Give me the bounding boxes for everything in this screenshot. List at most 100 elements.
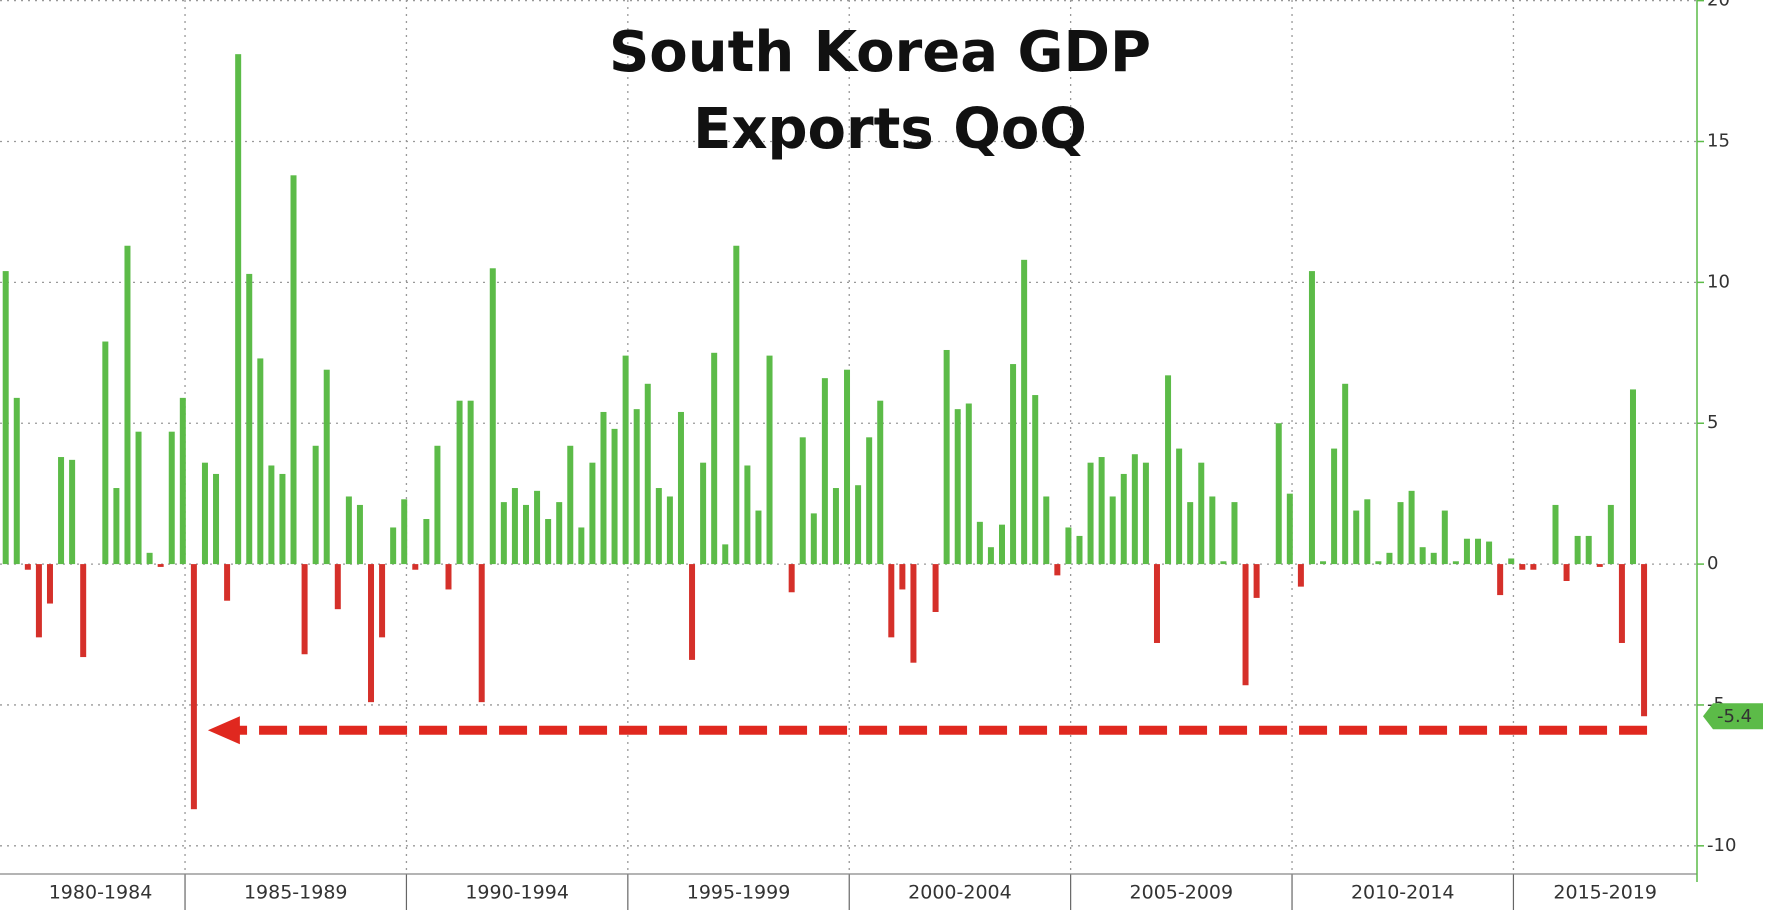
bar	[1176, 448, 1183, 565]
bar	[2, 271, 9, 565]
bar	[1530, 564, 1537, 570]
bar	[113, 488, 120, 565]
bar	[954, 409, 961, 565]
bar	[445, 564, 452, 590]
bar	[301, 564, 308, 655]
bar	[799, 437, 806, 565]
bar	[235, 54, 242, 565]
bar	[1353, 510, 1360, 565]
y-tick-label: 20	[1707, 0, 1730, 11]
bar	[534, 490, 541, 565]
bar	[733, 245, 740, 565]
bar	[1452, 561, 1459, 565]
y-tick-label: -10	[1707, 835, 1736, 856]
bar	[1153, 564, 1160, 643]
bar	[932, 564, 939, 612]
bar	[69, 459, 76, 565]
bar	[1486, 541, 1493, 565]
bar	[1441, 510, 1448, 565]
bar	[1607, 504, 1614, 565]
bar	[1187, 502, 1194, 565]
bar	[788, 564, 795, 593]
bar	[412, 564, 419, 570]
bar	[1032, 395, 1039, 565]
bar	[844, 369, 851, 565]
bar	[855, 485, 862, 565]
bar	[334, 564, 341, 610]
bar	[312, 445, 319, 565]
bar	[910, 564, 917, 663]
bar	[102, 341, 109, 565]
x-tick-label: 2010-2014	[1351, 882, 1455, 904]
chart-title: Exports QoQ	[693, 97, 1087, 162]
bar	[401, 499, 408, 565]
bar	[1275, 423, 1282, 565]
bar	[711, 352, 718, 565]
bar	[821, 378, 828, 565]
bar	[1308, 271, 1315, 565]
bar	[1596, 564, 1603, 567]
bar	[58, 457, 65, 565]
bar	[1320, 561, 1327, 565]
bar	[744, 465, 751, 565]
bar	[644, 383, 651, 565]
bar	[24, 564, 31, 570]
bar	[1563, 564, 1570, 581]
bar	[1010, 364, 1017, 565]
bar	[1209, 496, 1216, 565]
bar	[1497, 564, 1504, 596]
last-value-box	[1703, 703, 1763, 730]
bar	[423, 519, 430, 565]
bar	[268, 465, 275, 565]
bar	[390, 527, 397, 565]
bar	[124, 245, 131, 565]
bar	[168, 431, 175, 565]
bar	[976, 521, 983, 565]
bar	[190, 564, 197, 810]
bar	[80, 564, 87, 658]
bar	[46, 564, 53, 604]
bar	[877, 400, 884, 565]
x-tick-label: 1985-1989	[244, 882, 348, 904]
bar	[246, 273, 253, 565]
bar	[1574, 535, 1581, 565]
bar	[1430, 552, 1437, 565]
bar	[832, 488, 839, 565]
bar	[1386, 552, 1393, 565]
bar	[345, 496, 352, 565]
chart-title: South Korea GDP	[609, 20, 1151, 85]
bar	[1463, 538, 1470, 565]
bar	[755, 510, 762, 565]
bar	[578, 527, 585, 565]
bar	[666, 496, 673, 565]
bar	[677, 411, 684, 565]
bar	[1198, 462, 1205, 565]
bar	[1087, 462, 1094, 565]
bar	[1142, 462, 1149, 565]
bar	[1408, 490, 1415, 565]
bar	[1297, 564, 1304, 587]
x-tick-label: 1990-1994	[465, 882, 569, 904]
bar	[1364, 499, 1371, 565]
bar	[633, 409, 640, 565]
bar	[257, 358, 264, 565]
bar	[600, 411, 607, 565]
bar	[1286, 493, 1293, 565]
y-tick-label: 0	[1707, 553, 1718, 574]
bar	[456, 400, 463, 565]
bar	[899, 564, 906, 590]
bar	[567, 445, 574, 565]
bar	[500, 502, 507, 565]
bar	[766, 355, 773, 565]
bar	[888, 564, 895, 638]
bar	[157, 564, 164, 567]
bar	[655, 488, 662, 565]
bar	[224, 564, 231, 601]
bar	[1109, 496, 1116, 565]
bar	[589, 462, 596, 565]
bar	[323, 369, 330, 565]
bar	[201, 462, 208, 565]
y-tick-label: 10	[1707, 271, 1730, 292]
